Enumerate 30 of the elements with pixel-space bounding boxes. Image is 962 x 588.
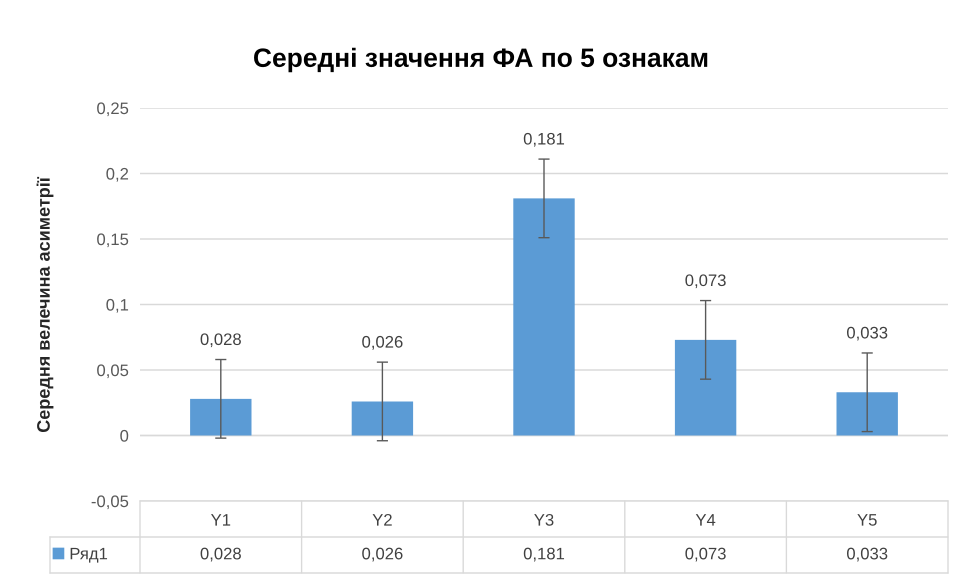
text: 0,028 — [200, 333, 241, 348]
x-tick-label: Y4 — [696, 514, 716, 526]
x-tick-label: Y5 — [857, 514, 877, 526]
data-label: 0,033 — [847, 548, 888, 562]
text: 0,073 — [685, 274, 726, 288]
bar — [674, 340, 736, 436]
data-label: 0,073 — [685, 548, 726, 562]
data-label: 0,028 — [200, 548, 241, 562]
x-tick-label: Y3 — [534, 514, 554, 526]
x-tick-label: Y1 — [210, 514, 230, 526]
y-tick-label: 0,05 — [97, 364, 128, 378]
chart-title: Середні значення ФА по 5 ознакам — [254, 48, 708, 72]
text: 0,033 — [847, 326, 888, 341]
y-tick-label: 0 — [120, 430, 128, 442]
bar — [513, 198, 575, 436]
bar — [352, 401, 414, 436]
legend-label: Ряд1 — [70, 548, 108, 563]
y-axis-title: Середня велечина асиметрії — [36, 176, 54, 432]
x-tick-label: Y2 — [372, 514, 392, 526]
text: 0,181 — [524, 132, 564, 147]
y-tick-label: 0,2 — [106, 168, 128, 182]
y-tick-label: -0,05 — [92, 495, 128, 510]
bar — [190, 398, 252, 436]
bar — [836, 392, 898, 436]
y-tick-label: 0,25 — [97, 102, 128, 116]
y-tick-label: 0,15 — [97, 233, 128, 248]
data-label: 0,181 — [524, 548, 564, 562]
text: 0,026 — [362, 336, 403, 350]
y-tick-label: 0,1 — [106, 298, 128, 313]
data-label: 0,026 — [362, 548, 403, 562]
